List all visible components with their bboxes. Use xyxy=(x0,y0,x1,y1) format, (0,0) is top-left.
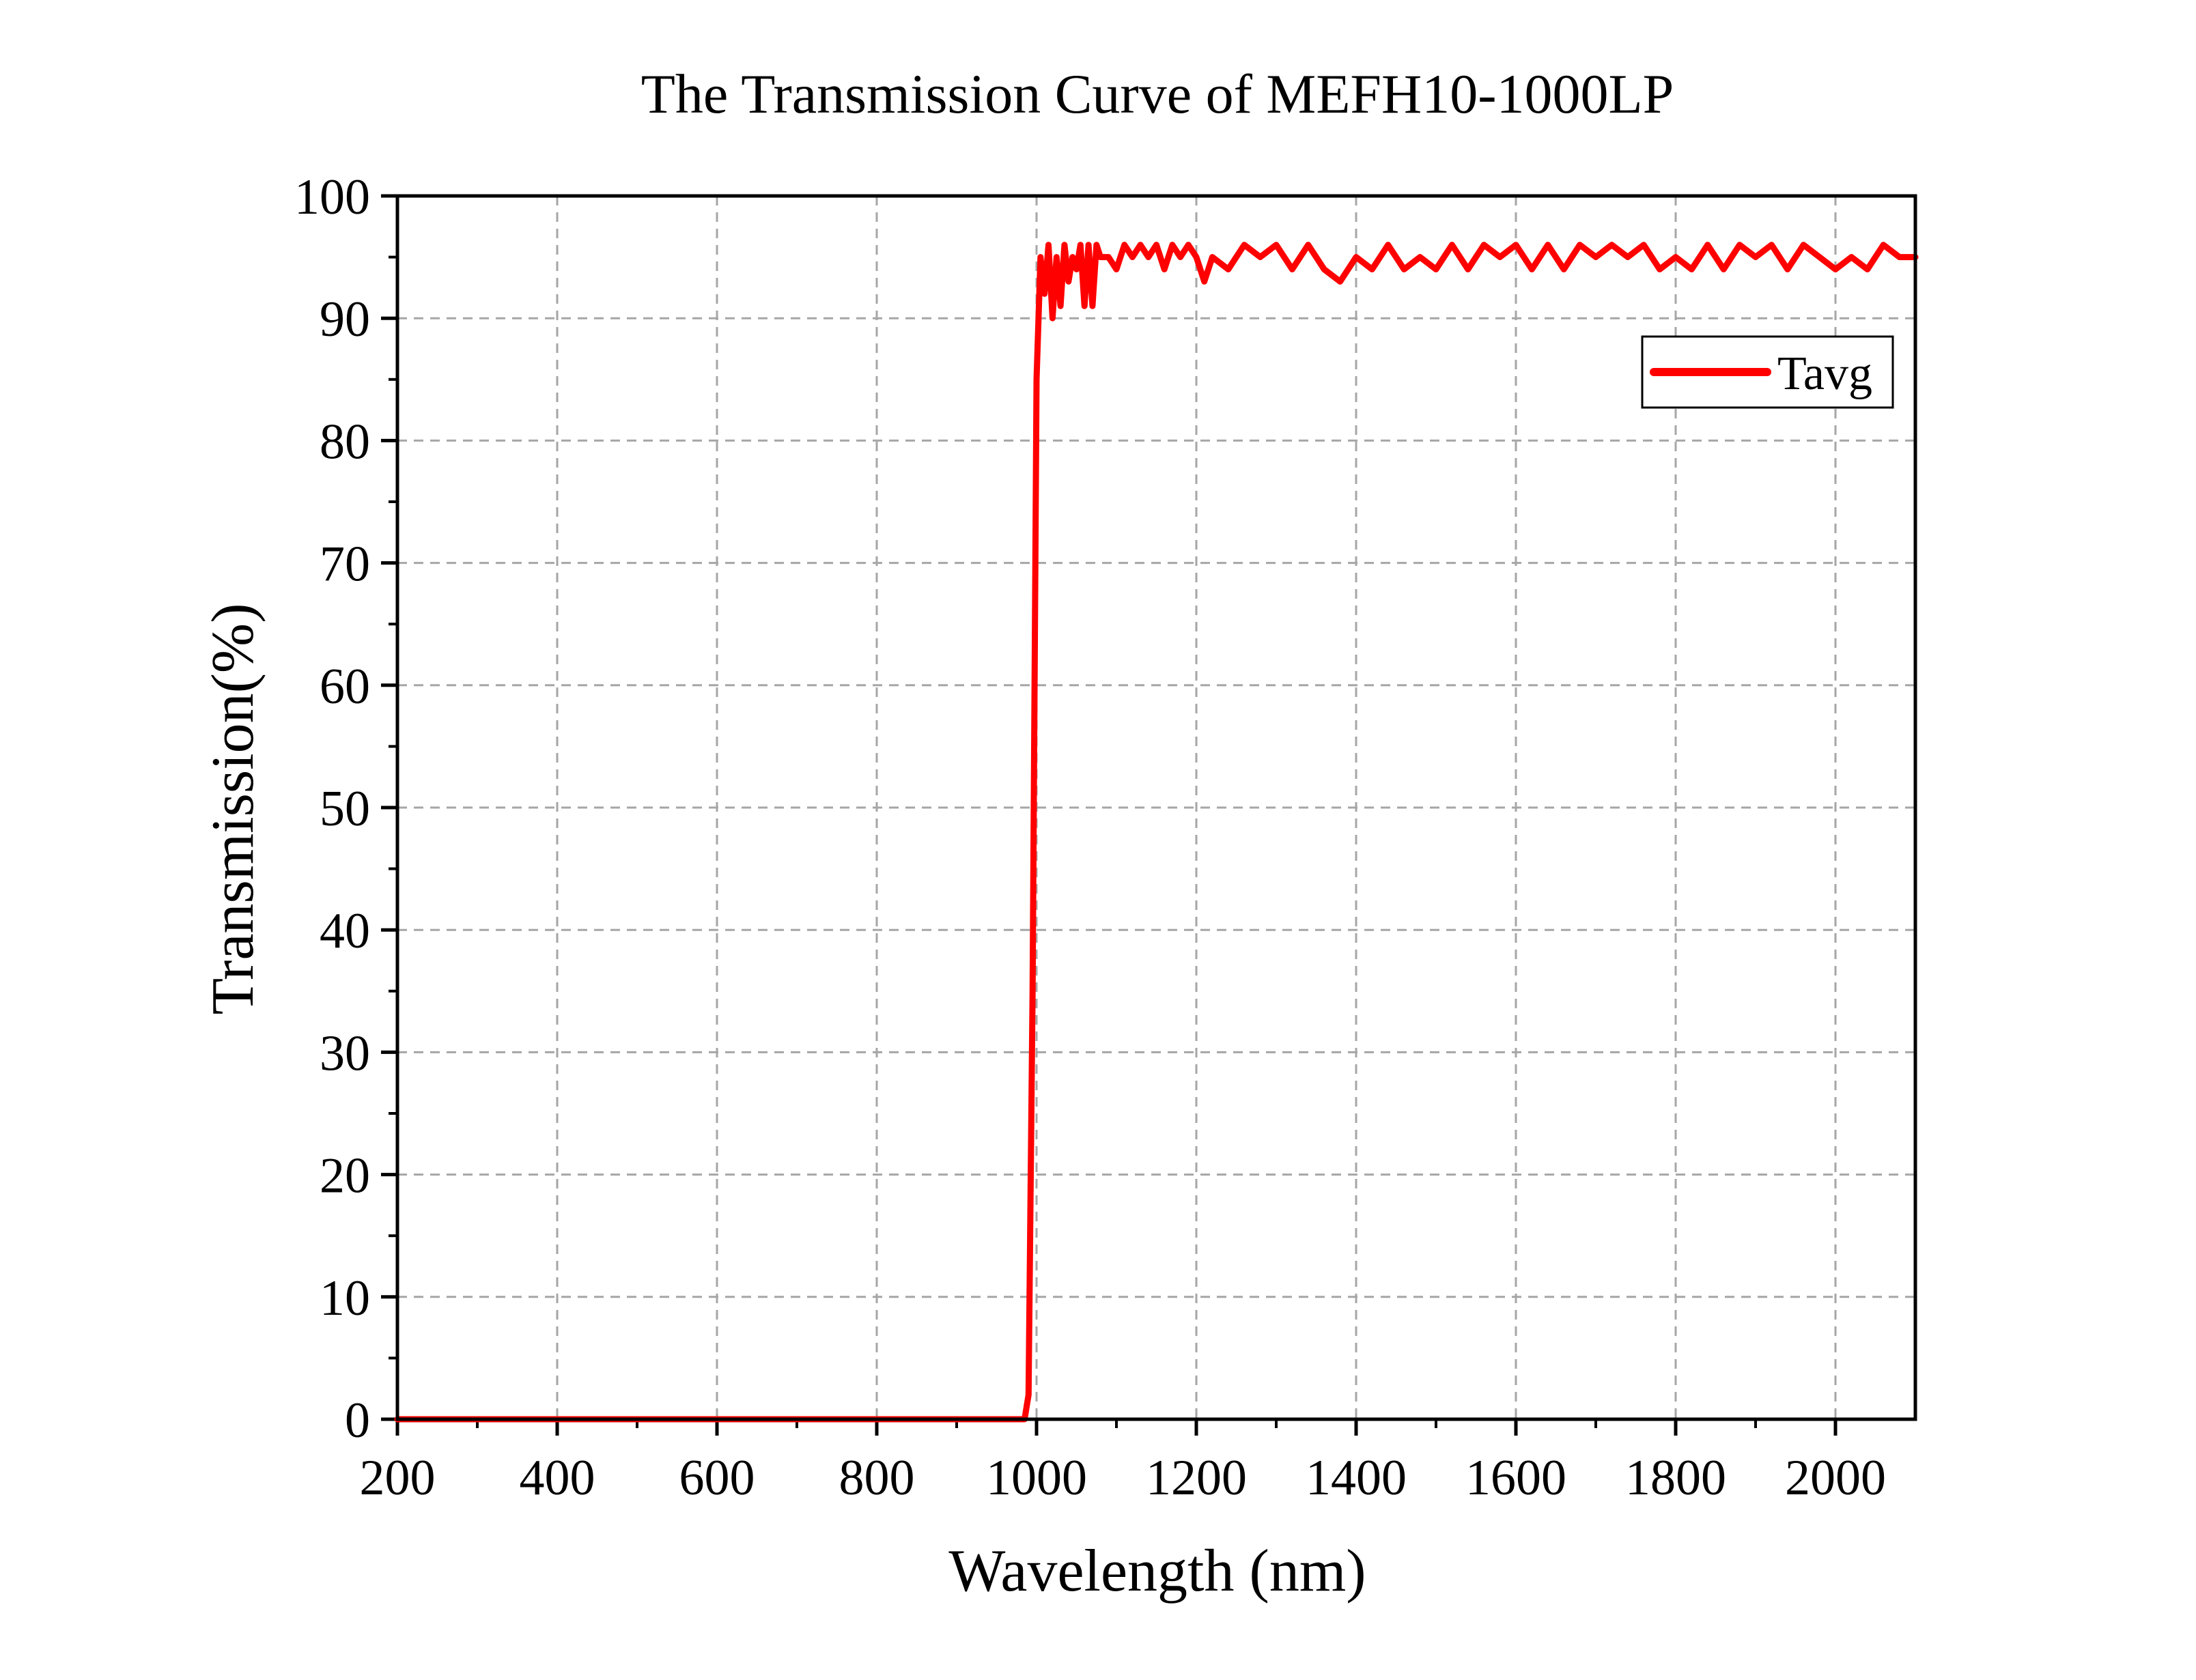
x-tick-label: 1600 xyxy=(1465,1450,1566,1506)
y-tick-label: 70 xyxy=(320,537,370,593)
x-axis-ticks: 200 400 600 800 1000 1200 1400 1600 1800 2000 xyxy=(360,1419,1886,1506)
y-tick-label: 10 xyxy=(320,1270,370,1326)
x-tick-label: 2000 xyxy=(1785,1450,1886,1506)
x-tick-label: 1800 xyxy=(1625,1450,1726,1506)
y-axis-label: Transmission(%) xyxy=(200,603,266,1014)
y-tick-label: 0 xyxy=(345,1393,370,1449)
x-tick-label: 1400 xyxy=(1306,1450,1407,1506)
y-tick-label: 30 xyxy=(320,1025,370,1081)
y-tick-label: 20 xyxy=(320,1148,370,1204)
legend-label: Tavg xyxy=(1777,347,1872,400)
series-line-Tavg xyxy=(394,242,1919,1423)
x-tick-label: 800 xyxy=(839,1450,915,1506)
y-axis-ticks: 0 10 20 30 40 50 60 70 80 90 100 xyxy=(294,169,397,1449)
y-tick-label: 50 xyxy=(320,781,370,837)
x-tick-label: 1200 xyxy=(1146,1450,1247,1506)
series-layer xyxy=(394,242,1919,1423)
y-tick-label: 100 xyxy=(294,169,370,225)
x-tick-label: 600 xyxy=(679,1450,755,1506)
legend: Tavg xyxy=(1641,335,1894,409)
x-tick-label: 200 xyxy=(360,1450,436,1506)
plot-area-frame xyxy=(395,194,1917,1421)
grid xyxy=(397,196,1915,1419)
x-tick-label: 400 xyxy=(520,1450,595,1506)
y-tick-label: 80 xyxy=(320,414,370,470)
chart-title: The Transmission Curve of MEFH10-1000LP xyxy=(641,63,1674,125)
y-tick-label: 90 xyxy=(320,291,370,347)
x-tick-label: 1000 xyxy=(986,1450,1087,1506)
y-tick-label: 60 xyxy=(320,659,370,715)
x-axis-label: Wavelength (nm) xyxy=(948,1538,1366,1604)
y-tick-label: 40 xyxy=(320,903,370,959)
